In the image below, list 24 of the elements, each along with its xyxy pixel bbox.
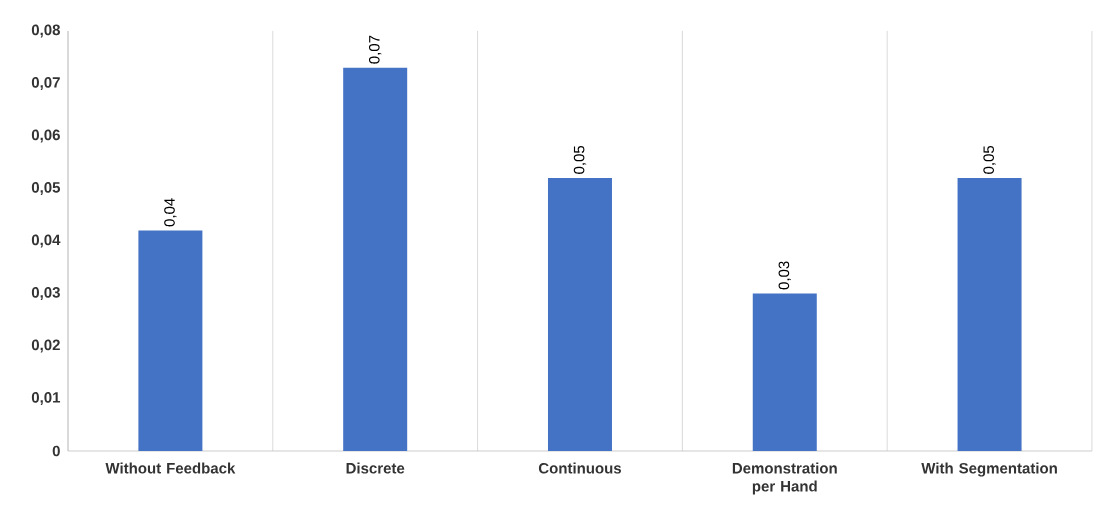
bar bbox=[957, 178, 1022, 451]
y-tick-label: 0,07 bbox=[31, 77, 60, 90]
x-tick-label: Continuous bbox=[538, 462, 622, 474]
bar bbox=[547, 178, 612, 451]
data-label: 0,03 bbox=[778, 261, 791, 290]
y-tick-label: 0,02 bbox=[31, 339, 60, 353]
x-tick-label: Demonstration per Hand bbox=[732, 462, 837, 495]
y-tick-label: 0,01 bbox=[31, 392, 61, 405]
y-tick-label: 0,05 bbox=[31, 182, 61, 195]
bar bbox=[343, 67, 408, 451]
bar bbox=[752, 293, 817, 451]
x-tick-label: Without Feedback bbox=[105, 462, 236, 474]
data-label: 0,05 bbox=[573, 145, 587, 174]
y-tick-label: 0,04 bbox=[31, 234, 61, 248]
x-tick-label: With Segmentation bbox=[921, 462, 1057, 477]
y-tick-label: 0,08 bbox=[31, 24, 60, 38]
y-tick-label: 0,06 bbox=[31, 129, 60, 143]
data-label: 0,04 bbox=[164, 198, 177, 227]
x-tick-label: Discrete bbox=[346, 462, 405, 474]
y-tick-label: 0 bbox=[52, 445, 60, 457]
bar bbox=[138, 230, 203, 451]
data-label: 0,05 bbox=[983, 145, 996, 174]
y-tick-label: 0,03 bbox=[31, 287, 60, 300]
data-label: 0,07 bbox=[368, 35, 382, 64]
